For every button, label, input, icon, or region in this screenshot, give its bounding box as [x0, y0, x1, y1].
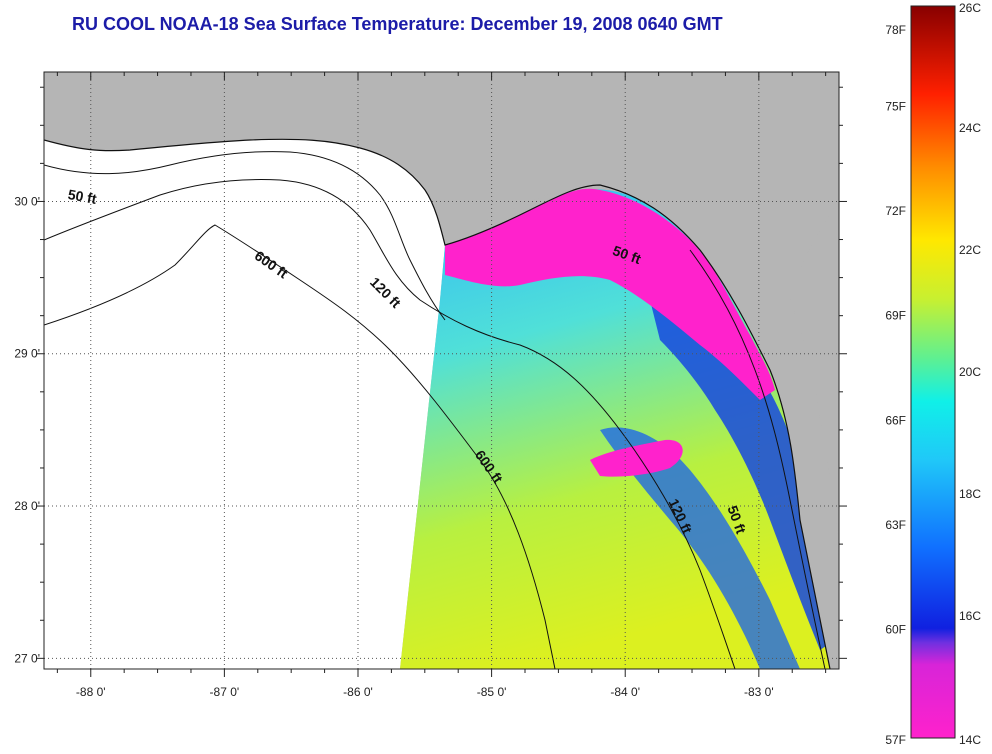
axis-ticks	[36, 72, 847, 677]
no-data-region	[44, 139, 445, 669]
fahrenheit-label: 75F	[885, 100, 906, 114]
lat-label: 29 0'	[14, 347, 40, 361]
contour-50ft	[44, 151, 446, 321]
contour-50ft-east	[689, 249, 826, 669]
contour-600ft	[44, 224, 556, 669]
map-title: RU COOL NOAA-18 Sea Surface Temperature:…	[72, 14, 723, 34]
contour-label: 50 ft	[67, 186, 98, 207]
lat-label: 28 0'	[14, 499, 40, 513]
celsius-label: 14C	[959, 733, 981, 747]
lat-label: 27 0'	[14, 651, 40, 665]
map-frame	[43, 71, 840, 670]
fahrenheit-label: 63F	[885, 518, 906, 532]
cool-coastal-band	[640, 260, 835, 650]
graticule	[44, 72, 839, 669]
cold-spot	[590, 439, 683, 477]
fahrenheit-label: 57F	[885, 733, 906, 747]
celsius-label: 24C	[959, 121, 981, 135]
celsius-label: 22C	[959, 243, 981, 257]
cold-nearshore-water	[445, 188, 775, 400]
celsius-label: 18C	[959, 487, 981, 501]
lat-label: 30 0'	[14, 194, 40, 208]
axis-labels: -88 0' -87 0' -86 0' -85 0' -84 0' -83 0' 30 0…	[14, 194, 773, 699]
lon-label: -85 0'	[477, 685, 507, 699]
lon-label: -88 0'	[76, 685, 106, 699]
fahrenheit-label: 66F	[885, 413, 906, 427]
fahrenheit-label: 72F	[885, 204, 906, 218]
contour-120ft	[44, 179, 736, 669]
lon-label: -83 0'	[744, 685, 774, 699]
fahrenheit-label: 60F	[885, 622, 906, 636]
lon-label: -84 0'	[610, 685, 640, 699]
colorbar-labels: 78F 75F 72F 69F 66F 63F 60F 57F 26C 24C 22C 20C 18C 1…	[885, 1, 981, 747]
colorbar	[910, 5, 956, 739]
lon-label: -86 0'	[343, 685, 373, 699]
land-northwest	[44, 72, 839, 669]
lon-label: -87 0'	[210, 685, 240, 699]
coastline	[44, 138, 831, 669]
celsius-label: 16C	[959, 609, 981, 623]
celsius-label: 26C	[959, 1, 981, 15]
fahrenheit-label: 78F	[885, 23, 906, 37]
cool-coastal-band-2	[600, 427, 800, 669]
fahrenheit-label: 69F	[885, 309, 906, 323]
celsius-label: 20C	[959, 365, 981, 379]
